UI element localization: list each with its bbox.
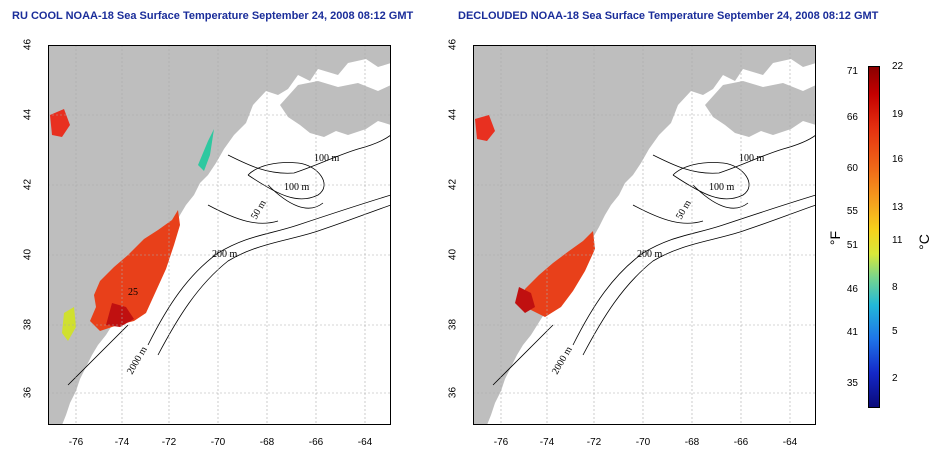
graticule <box>473 45 816 425</box>
sst-coast-strip <box>198 129 214 171</box>
sst-warm-shelf <box>90 210 180 331</box>
celsius-tick: 11 <box>892 235 903 246</box>
y-tick-label: 40 <box>447 248 459 261</box>
contour-label: 100 m <box>739 153 765 164</box>
contour-label: 2000 m <box>125 345 150 377</box>
y-tick-label: 46 <box>447 38 459 51</box>
contour-label: 50 m <box>674 198 694 221</box>
contour-label: 100 m <box>284 182 310 193</box>
left-map-title: RU COOL NOAA-18 Sea Surface Temperature … <box>12 10 414 22</box>
x-tick-label: -70 <box>210 437 226 448</box>
x-tick-label: -70 <box>635 437 651 448</box>
x-tick-label: -68 <box>259 437 275 448</box>
fahrenheit-tick: 71 <box>846 66 858 77</box>
celsius-tick: 13 <box>892 202 904 213</box>
fahrenheit-tick: 66 <box>846 112 858 123</box>
contour-label: 25 <box>128 287 138 298</box>
sst-north-patch <box>475 115 495 141</box>
celsius-tick: 8 <box>892 282 898 293</box>
y-tick-label: 46 <box>22 38 34 51</box>
contour-label: 50 m <box>249 198 269 221</box>
sst-north-patch <box>50 109 70 137</box>
land-mass <box>48 45 391 425</box>
x-tick-label: -74 <box>539 437 555 448</box>
fahrenheit-tick: 60 <box>846 163 858 174</box>
colorbar: 71 66 60 55 51 46 41 35 22 19 16 13 11 8… <box>827 50 940 430</box>
contour-label: 200 m <box>212 249 238 260</box>
y-tick-label: 38 <box>22 318 34 331</box>
right-map-title: DECLOUDED NOAA-18 Sea Surface Temperatur… <box>458 10 879 22</box>
x-tick-label: -66 <box>308 437 324 448</box>
y-tick-label: 36 <box>447 386 459 399</box>
y-tick-label: 42 <box>447 178 459 191</box>
right-map-svg: 100 m 100 m 50 m 200 m 2000 m <box>473 45 816 425</box>
sst-cool-patch <box>62 307 76 341</box>
celsius-tick: 2 <box>892 373 898 384</box>
sst-hot-patch <box>106 303 134 327</box>
x-tick-label: -76 <box>493 437 509 448</box>
x-tick-label: -74 <box>114 437 130 448</box>
celsius-unit: °C <box>915 234 932 250</box>
y-tick-label: 44 <box>447 108 459 121</box>
y-tick-label: 42 <box>22 178 34 191</box>
land-mass <box>473 45 816 425</box>
sst-warm-patch <box>523 231 595 317</box>
celsius-tick: 5 <box>892 326 898 337</box>
y-tick-label: 36 <box>22 386 34 399</box>
x-tick-label: -66 <box>733 437 749 448</box>
celsius-tick: 22 <box>892 61 904 72</box>
right-map-area: 100 m 100 m 50 m 200 m 2000 m <box>473 45 816 425</box>
fahrenheit-tick: 41 <box>846 327 858 338</box>
contour-label: 100 m <box>314 153 340 164</box>
left-map-area: 100 m 100 m 50 m 200 m 2000 m 25 <box>48 45 391 425</box>
left-map-svg: 100 m 100 m 50 m 200 m 2000 m 25 <box>48 45 391 425</box>
celsius-tick: 19 <box>892 109 904 120</box>
contour-label: 100 m <box>709 182 735 193</box>
y-tick-label: 44 <box>22 108 34 121</box>
fahrenheit-tick: 51 <box>846 240 858 251</box>
x-tick-label: -64 <box>782 437 798 448</box>
graticule <box>48 45 391 425</box>
bathymetry-contours <box>492 134 816 386</box>
sst-hot-patch <box>515 287 535 313</box>
fahrenheit-tick: 55 <box>846 206 858 217</box>
bathymetry-contours <box>67 134 391 386</box>
maritimes-land <box>280 81 391 137</box>
fahrenheit-tick: 35 <box>846 378 858 389</box>
x-tick-label: -72 <box>161 437 177 448</box>
x-tick-label: -64 <box>357 437 373 448</box>
x-tick-label: -72 <box>586 437 602 448</box>
colorbar-gradient <box>868 66 880 408</box>
celsius-tick: 16 <box>892 154 904 165</box>
y-tick-label: 40 <box>22 248 34 261</box>
contour-label: 2000 m <box>550 345 575 377</box>
x-tick-label: -76 <box>68 437 84 448</box>
maritimes-land <box>705 81 816 137</box>
x-tick-label: -68 <box>684 437 700 448</box>
fahrenheit-tick: 46 <box>846 284 858 295</box>
y-tick-label: 38 <box>447 318 459 331</box>
contour-label: 200 m <box>637 249 663 260</box>
fahrenheit-unit: °F <box>827 230 844 246</box>
